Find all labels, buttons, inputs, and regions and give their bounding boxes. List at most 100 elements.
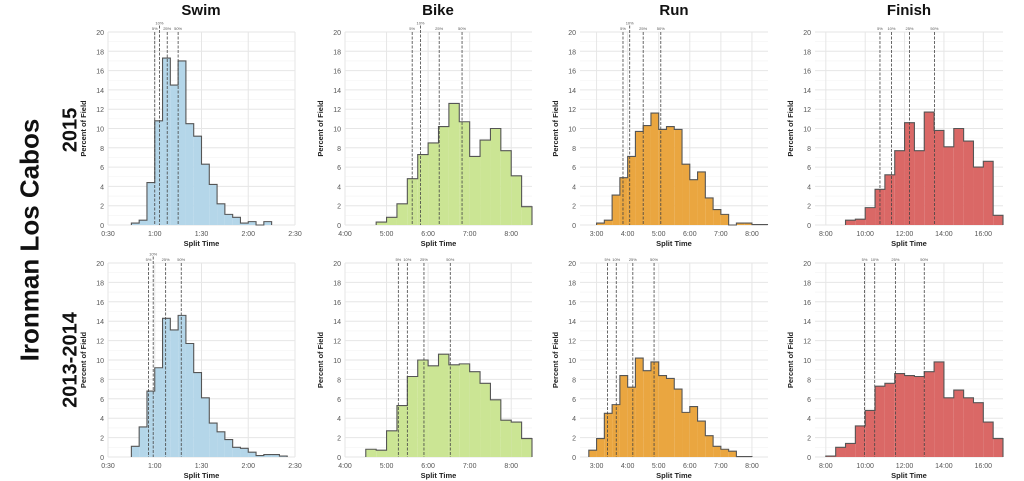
- x-tick-label: 0:30: [101, 463, 115, 470]
- y-tick-label: 2: [807, 204, 811, 211]
- histogram-bar: [170, 329, 179, 457]
- histogram-bar: [193, 372, 202, 457]
- histogram-bar: [185, 123, 194, 225]
- histogram-bar: [240, 448, 249, 457]
- histogram-bar: [217, 431, 225, 457]
- y-tick-label: 10: [96, 127, 104, 134]
- percentile-label: 25%: [891, 257, 899, 262]
- histogram-bar: [697, 171, 706, 225]
- y-tick-label: 4: [337, 184, 341, 191]
- y-tick-label: 0: [807, 455, 811, 462]
- x-axis-label: Split Time: [421, 471, 457, 480]
- y-tick-label: 18: [803, 49, 811, 56]
- column-title-swim: Swim: [181, 2, 221, 19]
- y-tick-label: 16: [96, 69, 104, 76]
- histogram-bar: [248, 452, 257, 457]
- y-tick-label: 10: [803, 127, 811, 134]
- histogram-bar: [894, 373, 905, 457]
- x-tick-label: 8:00: [745, 463, 759, 470]
- histogram-bar: [612, 195, 620, 225]
- y-tick-label: 14: [333, 88, 341, 95]
- y-tick-label: 6: [572, 397, 576, 404]
- y-tick-label: 4: [572, 416, 576, 423]
- y-tick-label: 0: [100, 223, 104, 230]
- y-tick-label: 2: [100, 204, 104, 211]
- y-tick-label: 8: [337, 146, 341, 153]
- y-tick-label: 8: [100, 146, 104, 153]
- histogram-bar: [376, 450, 387, 457]
- histogram-bar: [386, 217, 397, 225]
- percentile-label: 10%: [871, 257, 879, 262]
- histogram-bar: [271, 454, 280, 457]
- histogram-bar: [835, 447, 846, 457]
- histogram-bar: [973, 167, 984, 225]
- column-title-finish: Finish: [886, 2, 932, 19]
- histogram-bar: [469, 371, 481, 457]
- histogram-bar: [943, 397, 954, 457]
- x-axis-label: Split Time: [891, 239, 927, 248]
- histogram-bar: [500, 420, 512, 457]
- x-tick-label: 5:00: [380, 231, 394, 238]
- histogram-bar: [596, 438, 605, 457]
- percentile-label: 50%: [177, 257, 185, 262]
- x-tick-label: 7:00: [463, 231, 477, 238]
- histogram-bar: [983, 161, 994, 225]
- percentile-label: 10%: [887, 26, 895, 31]
- x-tick-label: 0:30: [101, 231, 115, 238]
- x-tick-label: 7:00: [463, 463, 477, 470]
- y-tick-label: 20: [96, 30, 104, 37]
- y-tick-label: 6: [337, 397, 341, 404]
- y-tick-label: 14: [568, 319, 576, 326]
- histogram-bar: [232, 217, 241, 225]
- y-tick-label: 18: [333, 280, 341, 287]
- histogram-bar: [682, 164, 690, 225]
- histogram-bar: [736, 223, 745, 225]
- percentile-label: 25%: [162, 257, 170, 262]
- x-tick-label: 10:00: [856, 231, 874, 238]
- histogram-outline: [844, 111, 1004, 225]
- histogram-bar: [689, 406, 698, 457]
- histogram-outline: [375, 102, 533, 225]
- histogram-bar: [993, 438, 1003, 457]
- x-tick-label: 12:00: [896, 231, 914, 238]
- y-tick-label: 4: [807, 416, 811, 423]
- histogram-bar: [627, 156, 636, 225]
- x-tick-label: 1:30: [195, 463, 209, 470]
- histogram-bar: [894, 150, 905, 225]
- histogram-bar: [953, 128, 964, 225]
- histogram-bar: [728, 451, 737, 457]
- x-tick-label: 7:00: [714, 231, 728, 238]
- y-tick-label: 14: [803, 88, 811, 95]
- percentile-label: 5%: [620, 26, 626, 31]
- histogram-bar: [511, 422, 522, 457]
- histogram-bar: [666, 378, 675, 457]
- histogram-bar: [417, 360, 429, 457]
- y-tick-label: 8: [100, 377, 104, 384]
- histogram-bar: [224, 214, 233, 225]
- y-tick-label: 12: [333, 339, 341, 346]
- histogram-bar: [953, 390, 964, 457]
- x-tick-label: 14:00: [935, 463, 953, 470]
- y-tick-label: 6: [807, 165, 811, 172]
- histogram-finish-2013-2014: 0 2 4 6 8 10 12 14 16 18 20 8:00 10:00 12:00 14:00 16:0…: [786, 257, 1004, 480]
- y-tick-label: 16: [333, 69, 341, 76]
- y-tick-label: 18: [333, 49, 341, 56]
- histogram-bar: [256, 455, 264, 457]
- y-tick-label: 0: [100, 455, 104, 462]
- percentile-label: 5%: [605, 257, 611, 262]
- y-tick-label: 12: [333, 107, 341, 114]
- y-tick-label: 16: [568, 300, 576, 307]
- histogram-bar: [875, 386, 885, 457]
- x-tick-label: 4:00: [338, 231, 352, 238]
- histogram-bar: [963, 397, 974, 457]
- percentile-label: 10%: [403, 257, 411, 262]
- x-axis-label: Split Time: [656, 471, 692, 480]
- histogram-bar: [396, 405, 408, 457]
- histogram-bar: [884, 174, 895, 225]
- histogram-outline: [365, 353, 533, 457]
- y-tick-label: 20: [803, 30, 811, 37]
- histogram-bar: [884, 383, 895, 457]
- y-axis-label: Percent of Field: [316, 331, 325, 388]
- x-tick-label: 16:00: [975, 231, 993, 238]
